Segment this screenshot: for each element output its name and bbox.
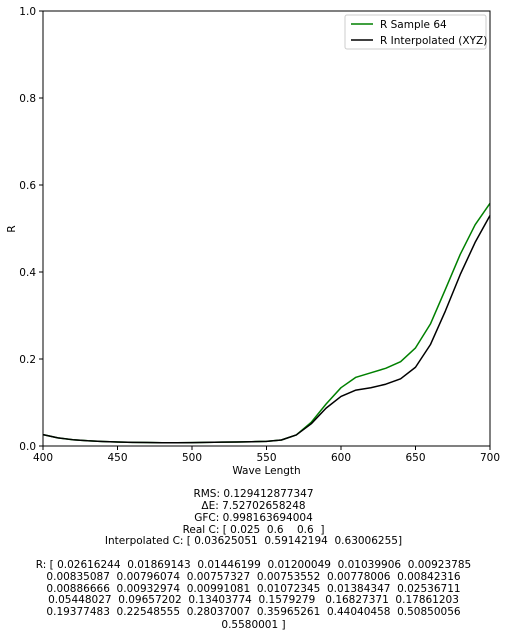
gfc-text: GFC: 0.998163694004 — [194, 512, 313, 524]
delta-e-text: ΔE: 7.52702658248 — [201, 500, 306, 512]
x-axis-label: Wave Length — [232, 465, 300, 477]
y-tick-label: 0.8 — [19, 93, 36, 105]
rms-text: RMS: 0.129412877347 — [193, 488, 314, 500]
r-values-line: 0.5580001 ] — [221, 618, 286, 631]
legend-label-r-sample: R Sample 64 — [380, 19, 447, 31]
legend-box — [344, 14, 487, 50]
r-values-line: 0.19377483 0.22548555 0.28037007 0.35965… — [46, 606, 461, 619]
series-line-r-interpolated — [42, 215, 491, 444]
y-tick-label: 0.2 — [19, 354, 36, 366]
y-tick-label: 0.4 — [19, 267, 36, 279]
legend: R Sample 64 R Interpolated (XYZ) — [344, 14, 487, 50]
r-values-line: R: [ 0.02616244 0.01869143 0.01446199 0.… — [35, 559, 472, 571]
y-axis-ticks: 0.0 0.2 0.4 0.6 0.8 1.0 — [19, 6, 43, 453]
x-tick-label: 700 — [480, 452, 500, 464]
r-values-line: 0.05448027 0.09657202 0.13403774 0.15792… — [48, 594, 459, 607]
y-tick-label: 0.0 — [19, 441, 36, 453]
series-line-r-sample — [42, 202, 491, 444]
plot-area-frame — [42, 10, 491, 447]
interpolated-c-text: Interpolated C: [ 0.03625051 0.59142194 … — [104, 535, 403, 547]
x-tick-label: 550 — [256, 452, 276, 464]
x-tick-label: 400 — [33, 452, 53, 464]
x-tick-label: 500 — [182, 452, 202, 464]
series-layer — [42, 202, 491, 444]
r-values-block: R: [ 0.02616244 0.01869143 0.01446199 0.… — [0, 559, 507, 632]
legend-label-r-interpolated: R Interpolated (XYZ) — [380, 35, 487, 47]
x-axis-ticks: 400 450 500 550 600 650 700 — [33, 446, 500, 464]
real-c-text: Real C: [ 0.025 0.6 0.6 ] — [182, 524, 325, 536]
r-values-line: 0.00835087 0.00796074 0.00757327 0.00753… — [46, 570, 461, 583]
r-values-line: 0.00886666 0.00932974 0.00991081 0.01072… — [46, 582, 461, 595]
x-tick-label: 600 — [331, 452, 351, 464]
x-tick-label: 450 — [107, 452, 127, 464]
y-axis-label: R — [6, 225, 18, 232]
y-tick-label: 0.6 — [19, 180, 36, 192]
x-tick-label: 650 — [405, 452, 425, 464]
y-tick-label: 1.0 — [19, 6, 36, 18]
